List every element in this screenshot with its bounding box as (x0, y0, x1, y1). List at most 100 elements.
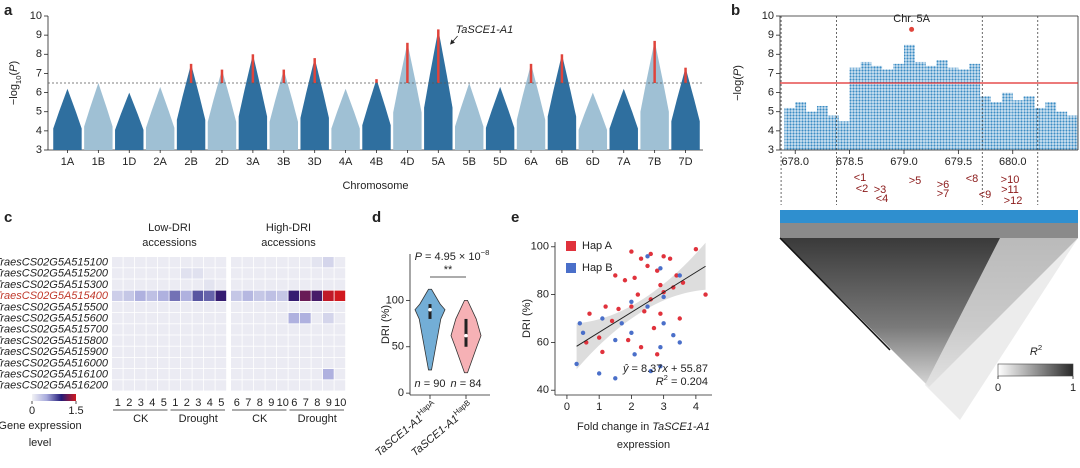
heatmap-cell (192, 290, 204, 301)
y-tick-label: 6 (768, 86, 774, 98)
heatmap-cell (242, 380, 254, 391)
x-tick-label: 679.0 (890, 156, 918, 168)
y-axis-title: DRI (%) (521, 299, 533, 338)
colorbar-tick-label: 1.5 (68, 405, 83, 417)
gene-label: <2 (856, 183, 869, 195)
snp-points (969, 63, 981, 150)
point (638, 256, 644, 261)
p-value-part: −8 (481, 248, 490, 257)
point (580, 330, 586, 336)
heatmap-cell (181, 268, 192, 279)
heatmap-cell (300, 301, 311, 313)
point (677, 316, 682, 321)
heatmap-cell (265, 324, 277, 335)
heatmap-cell (288, 290, 300, 301)
heatmap-cell (288, 346, 300, 357)
row-label: TraesCS02G5A515400 (0, 290, 109, 302)
heatmap-cell (135, 290, 146, 301)
heatmap-cell (265, 290, 277, 301)
point (658, 311, 663, 316)
heatmap-cell (311, 257, 323, 268)
heatmap-cell (204, 313, 215, 324)
point (645, 304, 650, 309)
heatmap-cell (277, 301, 288, 313)
heatmap-cell (192, 279, 204, 290)
gene-label: >12 (1004, 195, 1023, 207)
heatmap-cell (242, 335, 254, 346)
heatmap-cell (146, 290, 158, 301)
y-axis-title: −log10(P) (8, 61, 23, 105)
heatmap-cell (192, 313, 204, 324)
legend-swatch (566, 241, 576, 251)
snp-points (1023, 96, 1035, 150)
p-value: P = 4.95 × 10−8 (415, 248, 490, 263)
row-label: TraesCS02G5A515600 (0, 313, 109, 325)
heatmap-cell (169, 380, 181, 391)
column-label: 3 (138, 397, 144, 409)
gene-label: >5 (909, 175, 922, 187)
heatmap-cell (204, 268, 215, 279)
heatmap-cell (242, 346, 254, 357)
row-label: TraesCS02G5A515200 (0, 268, 109, 280)
heatmap-cell (300, 369, 311, 380)
heatmap-cell (334, 313, 346, 324)
heatmap-cell (135, 369, 146, 380)
y-tick-label: 100 (531, 241, 549, 253)
heatmap-cell (158, 346, 169, 357)
group-label: CK (252, 413, 268, 425)
heatmap-cell (135, 279, 146, 290)
gene-label: <4 (876, 193, 889, 205)
point (629, 304, 634, 309)
heatmap-cell (334, 290, 346, 301)
violin-median (428, 307, 432, 312)
gene-label: <9 (979, 189, 992, 201)
r-squared-part: 2 (664, 373, 668, 382)
heatmap-cell (277, 380, 288, 391)
column-label: 2 (126, 397, 132, 409)
x-tick-label: 6A (524, 156, 538, 168)
chromosome-points (331, 88, 360, 150)
heatmap-cell (215, 313, 227, 324)
annotation: TaSCE1-A1 (456, 24, 514, 36)
heatmap-cell (300, 313, 311, 324)
x-tick-label: 678.5 (836, 156, 864, 168)
y-tick-label: 7 (768, 67, 774, 79)
heatmap-cell (288, 357, 300, 369)
heatmap-cell (323, 313, 334, 324)
heatmap-cell (277, 346, 288, 357)
chromosome-points (547, 54, 577, 150)
x-tick-label: 7A (617, 156, 631, 168)
heatmap-cell (215, 369, 227, 380)
heatmap-cell (135, 357, 146, 369)
y-tick-label: 10 (762, 10, 774, 22)
chromosome-points (485, 86, 515, 150)
y-tick-label: 8 (768, 48, 774, 60)
heatmap-cell (311, 380, 323, 391)
heatmap-cell (323, 324, 334, 335)
y-tick-label: 7 (36, 67, 42, 79)
heatmap-cell (231, 290, 242, 301)
snp-points (980, 96, 991, 150)
heatmap-cell (181, 380, 192, 391)
column-label: 3 (195, 397, 201, 409)
snp-points (947, 67, 959, 150)
column-label: 9 (268, 397, 274, 409)
heatmap-cell (146, 301, 158, 313)
point (596, 335, 602, 340)
y-tick-label: 4 (768, 125, 774, 137)
gene-label: <8 (966, 173, 979, 185)
column-label: 6 (234, 397, 240, 409)
heatmap-cell (169, 369, 181, 380)
chromosome-points (362, 79, 391, 150)
heatmap-cell (215, 268, 227, 279)
x-tick-label: 2D (215, 156, 229, 168)
heatmap-cell (146, 346, 158, 357)
x-axis-title: Chromosome (342, 180, 408, 192)
point (642, 309, 647, 314)
y-axis-title-part: 10 (14, 76, 23, 85)
heatmap-cell (265, 380, 277, 391)
y-tick-label: 100 (386, 294, 404, 306)
heatmap-cell (242, 301, 254, 313)
y-axis-title-part: P (8, 64, 20, 72)
